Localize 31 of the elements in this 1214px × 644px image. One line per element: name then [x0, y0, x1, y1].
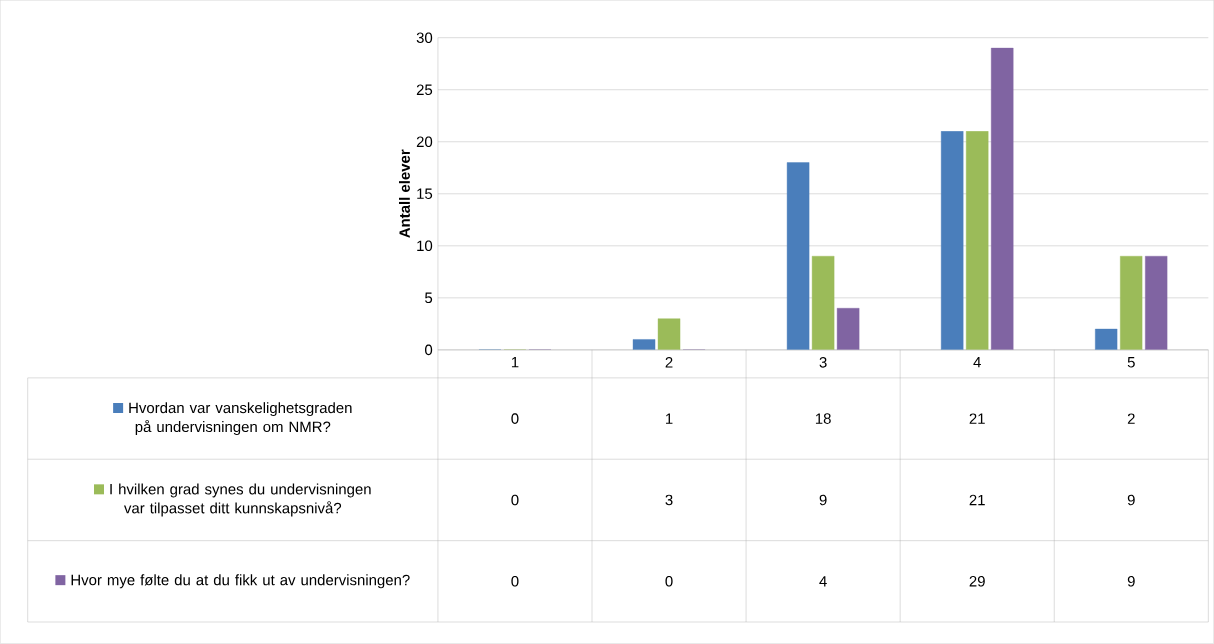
legend-label: I hvilken grad synes du undervisningen var tilpasset ditt kunnskapsnivå? [110, 483, 371, 517]
data-label: 9 [1127, 494, 1135, 506]
data-label: 0 [511, 413, 519, 425]
legend-label: Hvordan var vanskelighetsgraden på undervisningen om NMR? [129, 402, 352, 436]
y-tick-label: 30 [416, 32, 433, 44]
x-tick-label: 5 [1127, 357, 1135, 368]
data-label: 0 [511, 576, 519, 587]
y-tick-label: 20 [416, 136, 433, 148]
data-label: 21 [969, 413, 985, 424]
data-label: 2 [1127, 413, 1135, 424]
data-label: 1 [666, 413, 673, 424]
data-label: 0 [665, 576, 673, 587]
y-tick-label: 10 [417, 240, 433, 252]
x-tick-label: 1 [511, 357, 519, 368]
data-label: 18 [815, 413, 831, 425]
y-tick-label: 25 [416, 84, 433, 96]
legend-label: Hvor mye følte du at du fikk ut av undervisningen? [71, 574, 410, 589]
y-tick-label: 0 [425, 344, 433, 356]
data-label: 3 [665, 494, 673, 506]
data-label: 9 [1127, 576, 1135, 587]
y-tick-label: 5 [425, 292, 433, 304]
x-tick-label: 4 [973, 357, 981, 368]
x-tick-label: 2 [665, 357, 673, 368]
data-label: 0 [511, 494, 519, 506]
y-tick-label: 15 [417, 188, 433, 200]
data-label: 4 [819, 576, 827, 587]
data-label: 29 [969, 576, 985, 587]
x-tick-label: 3 [819, 357, 827, 368]
y-axis-title: Antall elever [398, 149, 410, 239]
data-label: 9 [819, 494, 827, 506]
data-label: 21 [969, 494, 985, 506]
